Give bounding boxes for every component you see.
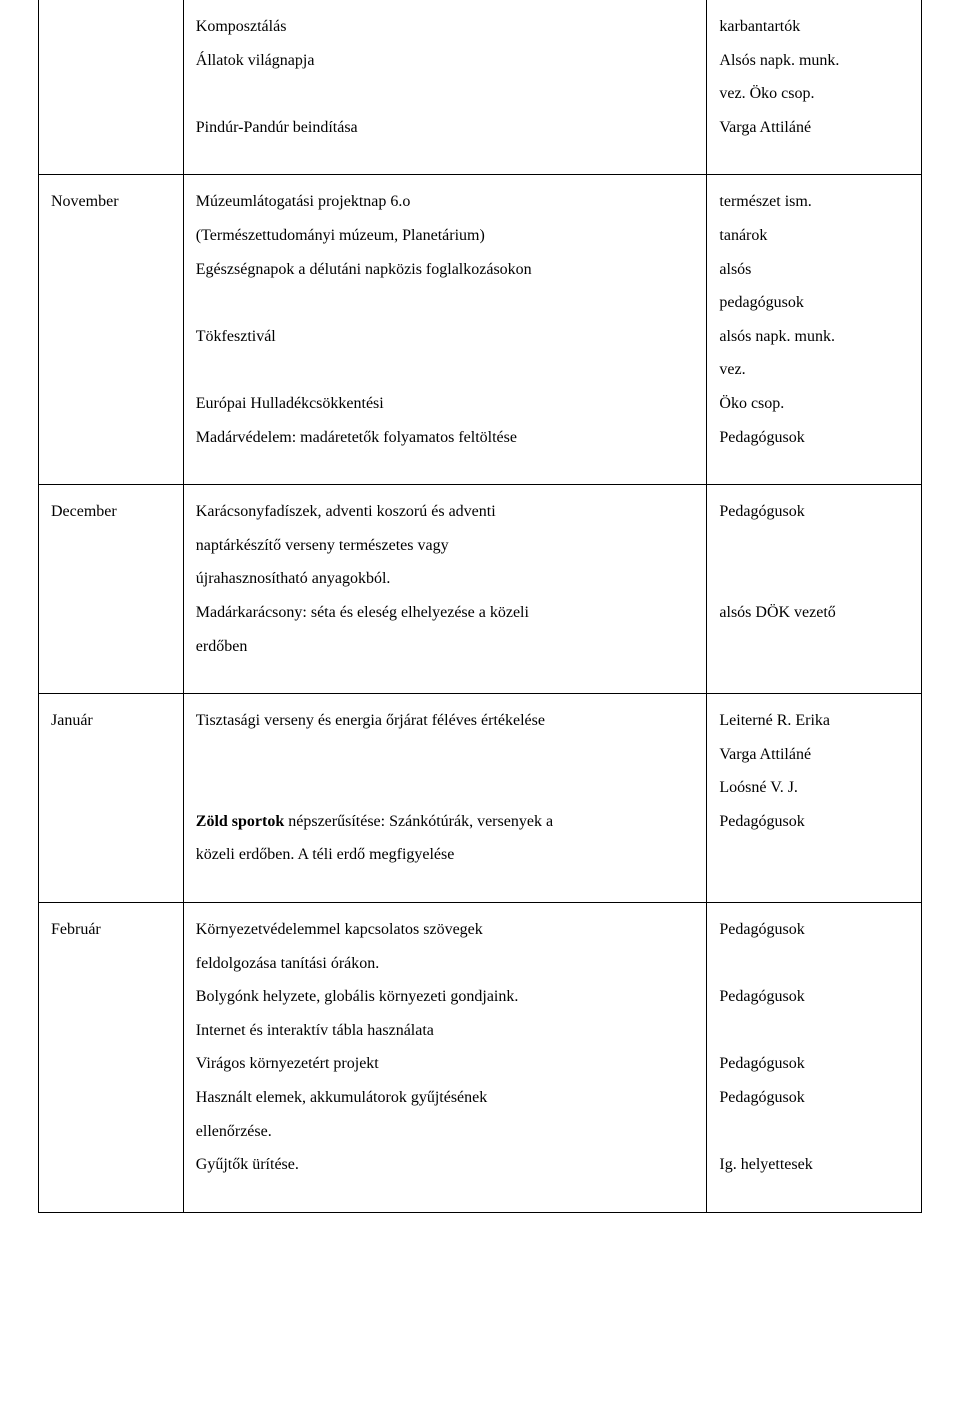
month-cell: December [39, 485, 184, 694]
table-row: Január Tisztasági verseny és energia őrjá… [39, 694, 922, 903]
text-line: Pedagógusok [719, 1081, 909, 1115]
text-line: Loósné V. J. [719, 771, 909, 805]
text-line: újrahasznosítható anyagokból. [196, 562, 695, 596]
text-line: Európai Hulladékcsökkentési [196, 387, 695, 421]
text-line: Karácsonyfadíszek, adventi koszorú és ad… [196, 495, 695, 529]
text-line: Tökfesztivál [196, 320, 695, 354]
text-line: Komposztálás [196, 10, 695, 44]
text-line: karbantartók [719, 10, 909, 44]
table-row: November Múzeumlátogatási projektnap 6.o… [39, 175, 922, 485]
text-line: alsós [719, 253, 909, 287]
text-line: Virágos környezetért projekt [196, 1047, 695, 1081]
page: KomposztálásÁllatok világnapja Pindúr-Pa… [0, 0, 960, 1424]
text-line: feldolgozása tanítási órákon. [196, 947, 695, 981]
text-line [196, 738, 695, 772]
text-line: természet ism. [719, 185, 909, 219]
text-line: Pedagógusok [719, 495, 909, 529]
text-line: Környezetvédelemmel kapcsolatos szövegek [196, 913, 695, 947]
text-line: Pedagógusok [719, 1047, 909, 1081]
text-line: Állatok világnapja [196, 44, 695, 78]
text-line: Varga Attiláné [719, 738, 909, 772]
text-line: alsós DÖK vezető [719, 596, 909, 630]
text-line: Egészségnapok a délutáni napközis foglal… [196, 253, 695, 287]
text-line: Leiterné R. Erika [719, 704, 909, 738]
responsible-cell: Pedagógusok Pedagógusok PedagógusokPedag… [707, 903, 922, 1213]
month-cell: November [39, 175, 184, 485]
text-line: Pedagógusok [719, 980, 909, 1014]
month-cell: Február [39, 903, 184, 1213]
text-line: Gyűjtők ürítése. [196, 1148, 695, 1182]
text-line [196, 77, 695, 111]
month-cell [39, 0, 184, 175]
text-line: (Természettudományi múzeum, Planetárium) [196, 219, 695, 253]
text-line: Madárvédelem: madáretetők folyamatos fel… [196, 421, 695, 455]
text-line: ellenőrzése. [196, 1115, 695, 1149]
text-line: Használt elemek, akkumulátorok gyűjtésén… [196, 1081, 695, 1115]
activity-cell: Múzeumlátogatási projektnap 6.o(Természe… [183, 175, 707, 485]
text-line: naptárkészítő verseny természetes vagy [196, 529, 695, 563]
text-line: Ig. helyettesek [719, 1148, 909, 1182]
responsible-cell: karbantartókAlsós napk. munk.vez. Öko cs… [707, 0, 922, 175]
text-line: Múzeumlátogatási projektnap 6.o [196, 185, 695, 219]
month-label: Január [51, 704, 171, 738]
text-line: vez. Öko csop. [719, 77, 909, 111]
text-line: Pedagógusok [719, 421, 909, 455]
month-label [51, 10, 171, 44]
text-line: Pedagógusok [719, 805, 909, 839]
text-line: Pedagógusok [719, 913, 909, 947]
text-line [196, 286, 695, 320]
text-line [719, 562, 909, 596]
text-line [196, 771, 695, 805]
month-label: Február [51, 913, 171, 947]
activity-cell: KomposztálásÁllatok világnapja Pindúr-Pa… [183, 0, 707, 175]
text-line: Tisztasági verseny és energia őrjárat fé… [196, 704, 695, 738]
text-line [719, 529, 909, 563]
activity-cell: Karácsonyfadíszek, adventi koszorú és ad… [183, 485, 707, 694]
text-line: vez. [719, 353, 909, 387]
text-line [196, 353, 695, 387]
activity-cell: Környezetvédelemmel kapcsolatos szövegek… [183, 903, 707, 1213]
text-line: Öko csop. [719, 387, 909, 421]
text-line: alsós napk. munk. [719, 320, 909, 354]
activity-cell: Tisztasági verseny és energia őrjárat fé… [183, 694, 707, 903]
text-line [719, 1014, 909, 1048]
month-label: December [51, 495, 171, 529]
text-line [719, 947, 909, 981]
month-label: November [51, 185, 171, 219]
text-line: tanárok [719, 219, 909, 253]
text-line [719, 1115, 909, 1149]
text-line: Varga Attiláné [719, 111, 909, 145]
text-line: erdőben [196, 630, 695, 664]
text-line: Internet és interaktív tábla használata [196, 1014, 695, 1048]
text-line: Alsós napk. munk. [719, 44, 909, 78]
responsible-cell: természet ism.tanárokalsóspedagógusokals… [707, 175, 922, 485]
text-line: közeli erdőben. A téli erdő megfigyelése [196, 838, 695, 872]
table-body: KomposztálásÁllatok világnapja Pindúr-Pa… [39, 0, 922, 1212]
text-line: Pindúr-Pandúr beindítása [196, 111, 695, 145]
text-line: pedagógusok [719, 286, 909, 320]
table-row: Február Környezetvédelemmel kapcsolatos s… [39, 903, 922, 1213]
schedule-table: KomposztálásÁllatok világnapja Pindúr-Pa… [38, 0, 922, 1213]
text-line: Zöld sportok népszerűsítése: Szánkótúrák… [196, 805, 695, 839]
text-line: Madárkarácsony: séta és eleség elhelyezé… [196, 596, 695, 630]
responsible-cell: Pedagógusok alsós DÖK vezető [707, 485, 922, 694]
table-row: December Karácsonyfadíszek, adventi koszo… [39, 485, 922, 694]
month-cell: Január [39, 694, 184, 903]
table-row: KomposztálásÁllatok világnapja Pindúr-Pa… [39, 0, 922, 175]
text-line: Bolygónk helyzete, globális környezeti g… [196, 980, 695, 1014]
responsible-cell: Leiterné R. Erika Varga Attiláné Loósné … [707, 694, 922, 903]
